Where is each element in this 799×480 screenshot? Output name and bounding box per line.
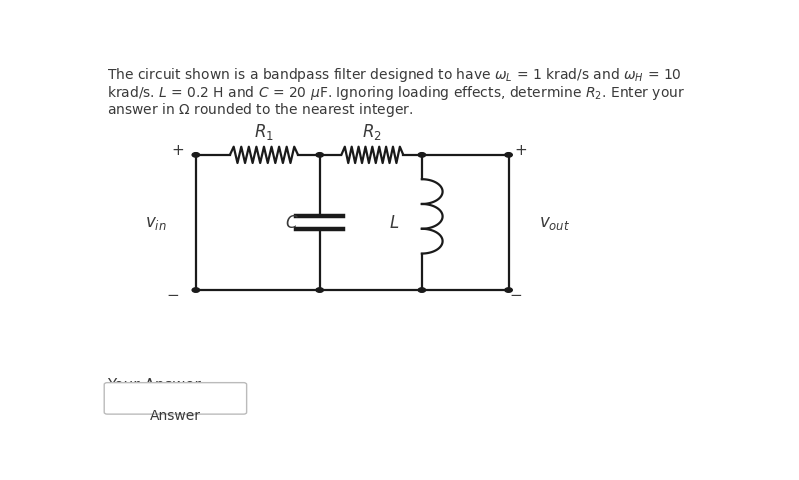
Circle shape <box>192 288 200 293</box>
Circle shape <box>505 288 512 293</box>
Text: $C$: $C$ <box>285 213 299 231</box>
Text: $R_2$: $R_2$ <box>363 121 382 142</box>
Text: $\mathit{v}_{out}$: $\mathit{v}_{out}$ <box>539 213 570 231</box>
Circle shape <box>316 153 324 158</box>
Text: $R_1$: $R_1$ <box>254 121 274 142</box>
Text: krad/s. $L$ = 0.2 H and $C$ = 20 $\mu$F. Ignoring loading effects, determine $R_: krad/s. $L$ = 0.2 H and $C$ = 20 $\mu$F.… <box>107 84 686 101</box>
Text: +: + <box>171 143 184 157</box>
Text: answer in $\Omega$ rounded to the nearest integer.: answer in $\Omega$ rounded to the neares… <box>107 101 413 119</box>
Circle shape <box>418 153 426 158</box>
Text: +: + <box>515 143 527 157</box>
Text: −: − <box>510 288 523 302</box>
Circle shape <box>418 288 426 293</box>
Text: $\mathit{v}_{in}$: $\mathit{v}_{in}$ <box>145 213 166 231</box>
Text: Your Answer:: Your Answer: <box>107 377 206 392</box>
Circle shape <box>192 153 200 158</box>
Circle shape <box>505 153 512 158</box>
Text: The circuit shown is a bandpass filter designed to have $\omega_L$ = 1 krad/s an: The circuit shown is a bandpass filter d… <box>107 66 682 84</box>
FancyBboxPatch shape <box>104 383 247 414</box>
Text: −: − <box>166 288 179 302</box>
Circle shape <box>316 288 324 293</box>
Text: $L$: $L$ <box>389 213 400 231</box>
Text: Answer: Answer <box>150 408 201 421</box>
